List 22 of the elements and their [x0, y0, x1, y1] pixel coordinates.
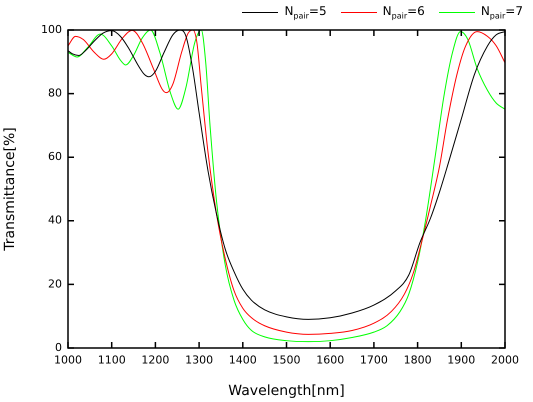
legend-label: N$_{pair}$=7 — [480, 4, 523, 20]
y-axis-title: Transmittance[%] — [2, 127, 18, 252]
x-tick-label: 1300 — [185, 353, 214, 366]
y-tick-label: 80 — [48, 86, 62, 100]
x-tick-label: 1400 — [228, 353, 257, 366]
legend-label: N$_{pair}$=5 — [284, 4, 327, 20]
legend-label: N$_{pair}$=6 — [382, 4, 425, 20]
x-tick-label: 1900 — [447, 353, 476, 366]
x-tick-label: 1600 — [316, 353, 344, 366]
y-tick-label: 40 — [48, 214, 62, 227]
y-tick-label: 60 — [48, 150, 62, 164]
x-tick-label: 1000 — [54, 353, 82, 366]
x-tick-label: 1100 — [98, 353, 126, 366]
x-axis-title: Wavelength[nm] — [228, 383, 345, 400]
y-tick-label: 20 — [48, 277, 62, 290]
x-tick-label: 1200 — [141, 353, 170, 366]
x-tick-label: 1500 — [272, 353, 300, 366]
y-tick-label: 100 — [41, 22, 62, 36]
x-tick-label: 2000 — [491, 353, 519, 366]
y-tick-label: 0 — [55, 340, 62, 354]
x-tick-label: 1800 — [404, 353, 432, 366]
x-tick-label: 1700 — [360, 353, 388, 366]
